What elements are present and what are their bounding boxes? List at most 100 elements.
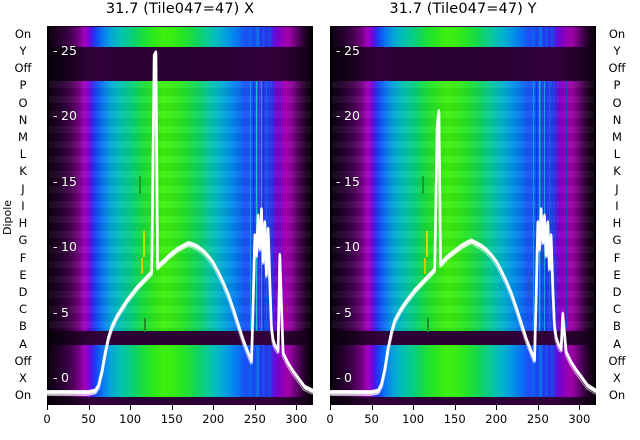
panel-x-trace-overlay <box>47 50 313 396</box>
panel-edge-left <box>47 26 49 405</box>
trace-path-1 <box>47 52 313 395</box>
panel-y-xaxis-ticklabel-100: 100 <box>402 412 425 426</box>
right-category-label-j-9: J <box>615 181 619 196</box>
panel-x-xaxis-tick-250 <box>254 405 256 410</box>
channel-marker-3 <box>143 318 146 332</box>
right-category-label-o-4: O <box>612 95 622 110</box>
rfi-flag-stripe-8 <box>268 81 270 331</box>
panel-y-xaxis-ticklabel-150: 150 <box>443 412 466 426</box>
left-category-label-k-8: K <box>19 164 27 179</box>
spectrogram-strip-0 <box>47 26 313 27</box>
panel-y-heatmap[interactable]: -0 -5 -10 -15 -20 -25 <box>330 26 596 405</box>
trace-path-1 <box>330 111 596 395</box>
panel-y-ticklabel-25: -25 <box>336 43 360 59</box>
right-category-label-off-19: Off <box>608 353 626 368</box>
right-category-label-m-6: M <box>612 129 622 144</box>
left-category-label-j-9: J <box>21 181 25 196</box>
panel-x-ticklabel-20: -20 <box>53 108 77 124</box>
spectrogram-strip-5 <box>47 345 313 397</box>
left-category-label-n-5: N <box>18 112 28 127</box>
channel-marker-0 <box>138 176 141 194</box>
panel-x-xaxis-tick-0 <box>47 405 48 410</box>
panel-x-spectrogram <box>47 26 313 405</box>
left-category-label-i-10: I <box>21 198 25 213</box>
panel-x-xaxis-ticklabel-100: 100 <box>119 412 142 426</box>
rfi-flag-stripe-2 <box>252 81 254 331</box>
spectrogram-strip-5 <box>330 345 596 397</box>
right-category-label-x-20: X <box>613 371 621 386</box>
left-category-label-o-4: O <box>18 95 28 110</box>
spectrogram-strip-4 <box>47 331 313 345</box>
left-category-label-h-11: H <box>18 216 28 231</box>
left-category-label-y-1: Y <box>19 43 27 58</box>
rfi-flag-stripe-7 <box>548 81 551 331</box>
panel-y-xaxis-tick-300 <box>579 405 581 410</box>
panel-y-ticklabel-15: -15 <box>336 173 360 189</box>
panel-edge-left <box>330 26 332 405</box>
left-category-label-d-15: D <box>18 285 28 300</box>
panel-x-xaxis-ticklabel-50: 50 <box>81 412 96 426</box>
panel-y-ticklabel-10: -10 <box>336 239 360 255</box>
panel-y-xaxis-tick-200 <box>496 405 498 410</box>
spectrogram-strip-0 <box>330 26 596 27</box>
panel-y-xaxis-tick-250 <box>537 405 539 410</box>
rfi-flag-stripe-8 <box>551 81 553 331</box>
panel-y-xaxis-tick-150 <box>454 405 456 410</box>
right-category-label-n-5: N <box>612 112 622 127</box>
rfi-flag-stripe-5 <box>260 81 262 331</box>
spectrogram-strip-2 <box>47 47 313 81</box>
trace-path-4 <box>47 55 313 396</box>
panel-y-xaxis-tick-50 <box>371 405 373 410</box>
rfi-flag-stripe-7 <box>265 81 268 331</box>
trace-path-4 <box>330 113 596 396</box>
panel-y-xaxis-ticklabel-0: 0 <box>326 412 334 426</box>
left-category-label-on-21: On <box>14 388 32 403</box>
left-category-label-f-13: F <box>19 250 27 265</box>
panel-x-xaxis-tick-300 <box>296 405 298 410</box>
spectrogram-strip-1 <box>330 27 596 47</box>
panel-x-heatmap[interactable]: -0 -5 -10 -15 -20 -25 <box>47 26 313 405</box>
rfi-flag-stripe-1 <box>532 81 534 331</box>
rfi-flag-stripe-0 <box>245 81 248 331</box>
panel-y-xaxis-tick-0 <box>330 405 331 410</box>
panel-y-title: 31.7 (Tile047=47) Y <box>389 1 537 17</box>
spectrogram-strip-1 <box>47 27 313 47</box>
rfi-flag-stripe-6 <box>263 81 265 331</box>
panel-x-xaxis-ticklabel-300: 300 <box>285 412 308 426</box>
right-category-label-p-3: P <box>613 78 621 93</box>
left-category-label-off-2: Off <box>14 61 32 76</box>
left-category-axis: Dipole On Y Off P O N M L K J I H G F E D C B A Off X On <box>1 26 40 405</box>
rfi-flag-stripe-10 <box>565 81 567 331</box>
left-category-label-a-18: A <box>19 336 27 351</box>
panel-x-xaxis-ticklabel-200: 200 <box>202 412 225 426</box>
panel-y-spectrogram <box>330 26 596 405</box>
panel-x-xaxis-tick-150 <box>171 405 173 410</box>
right-category-label-b-17: B <box>613 319 621 334</box>
rfi-flag-stripe-1 <box>249 81 251 331</box>
rfi-flag-stripe-0 <box>528 81 531 331</box>
right-category-label-on-0: On <box>608 26 626 41</box>
channel-marker-2 <box>423 258 426 274</box>
spectrogram-strip-4 <box>330 331 596 345</box>
panel-x-title: 31.7 (Tile047=47) X <box>105 1 255 17</box>
panel-x-xaxis-ticklabel-150: 150 <box>160 412 183 426</box>
panel-x-axis: 0 50 100 150 200 250 300 <box>43 405 313 439</box>
spectrogram-strip-6 <box>47 397 313 405</box>
left-category-label-b-17: B <box>19 319 27 334</box>
panel-y-xaxis-ticklabel-50: 50 <box>364 412 379 426</box>
rfi-flag-stripe-4 <box>257 81 260 331</box>
channel-marker-3 <box>426 318 429 332</box>
right-category-label-d-15: D <box>612 285 622 300</box>
rfi-flag-stripe-3 <box>538 81 540 331</box>
left-category-label-x-20: X <box>19 371 27 386</box>
right-category-label-on-21: On <box>608 388 626 403</box>
right-category-label-h-11: H <box>612 216 622 231</box>
rfi-flag-stripe-3 <box>255 81 257 331</box>
panel-x-xaxis-ticklabel-250: 250 <box>243 412 266 426</box>
right-category-label-k-8: K <box>613 164 621 179</box>
panel-x-xaxis-ticklabel-0: 0 <box>43 412 51 426</box>
panel-x-xaxis-tick-200 <box>213 405 215 410</box>
channel-marker-1 <box>425 231 428 257</box>
panel-y-xaxis-tick-100 <box>413 405 415 410</box>
